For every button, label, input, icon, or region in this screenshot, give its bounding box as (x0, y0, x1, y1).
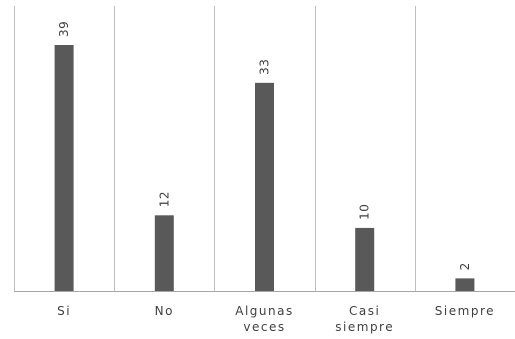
bar (255, 82, 274, 291)
x-tick-label: Casi (349, 304, 380, 318)
x-tick-label: Siempre (435, 304, 495, 318)
bar (455, 278, 475, 291)
bar (54, 45, 74, 291)
data-label: 39 (57, 21, 71, 37)
bar (154, 215, 174, 291)
data-label: 12 (157, 191, 171, 207)
x-tick-label: siempre (335, 320, 394, 334)
data-label: 2 (458, 262, 472, 270)
x-tick-label: No (155, 304, 174, 318)
data-label: 33 (258, 59, 272, 75)
x-tick-label: veces (243, 320, 285, 334)
x-tick-label: Algunas (235, 304, 293, 318)
bar (355, 227, 375, 291)
data-label: 10 (358, 204, 372, 220)
x-tick-label: Si (57, 304, 71, 318)
